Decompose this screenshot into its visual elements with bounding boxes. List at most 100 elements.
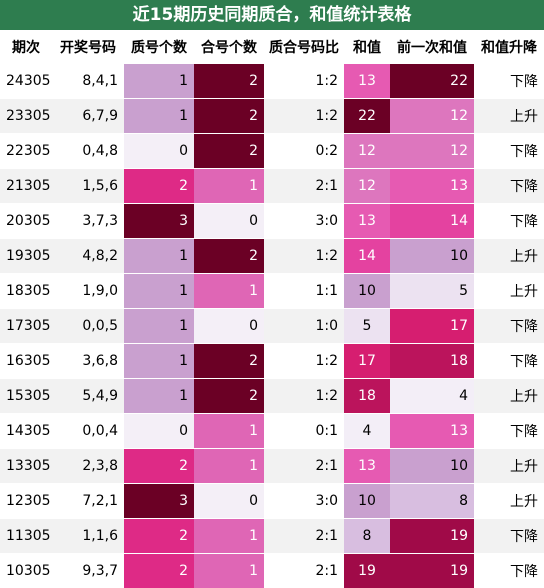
cell-composite-count: 1 (194, 519, 264, 554)
cell-ratio: 2:1 (264, 169, 344, 204)
cell-prime-count: 2 (124, 169, 194, 204)
cell-prev-sum: 10 (390, 449, 474, 484)
cell-prev-sum: 12 (390, 134, 474, 169)
cell-prime-count: 1 (124, 274, 194, 309)
cell-numbers: 1,9,0 (52, 274, 124, 309)
cell-sum: 12 (344, 134, 390, 169)
cell-composite-count: 0 (194, 309, 264, 344)
cell-composite-count: 2 (194, 99, 264, 134)
header-prime-count: 质号个数 (124, 30, 194, 64)
cell-period: 13305 (0, 449, 52, 484)
header-ratio: 质合号码比 (264, 30, 344, 64)
cell-sum: 13 (344, 449, 390, 484)
cell-prev-sum: 13 (390, 169, 474, 204)
cell-composite-count: 0 (194, 484, 264, 519)
cell-prev-sum: 13 (390, 414, 474, 449)
header-period: 期次 (0, 30, 52, 64)
cell-period: 22305 (0, 134, 52, 169)
cell-period: 14305 (0, 414, 52, 449)
cell-ratio: 0:2 (264, 134, 344, 169)
cell-numbers: 5,4,9 (52, 379, 124, 414)
cell-period: 23305 (0, 99, 52, 134)
cell-trend: 下降 (474, 414, 544, 449)
cell-trend: 上升 (474, 239, 544, 274)
cell-trend: 下降 (474, 554, 544, 588)
cell-composite-count: 1 (194, 449, 264, 484)
cell-prev-sum: 17 (390, 309, 474, 344)
cell-sum: 8 (344, 519, 390, 554)
cell-trend: 下降 (474, 344, 544, 379)
cell-prime-count: 2 (124, 519, 194, 554)
cell-prev-sum: 8 (390, 484, 474, 519)
cell-composite-count: 1 (194, 169, 264, 204)
cell-period: 11305 (0, 519, 52, 554)
cell-sum: 18 (344, 379, 390, 414)
cell-prev-sum: 12 (390, 99, 474, 134)
cell-composite-count: 2 (194, 64, 264, 99)
cell-sum: 4 (344, 414, 390, 449)
cell-prime-count: 1 (124, 99, 194, 134)
cell-composite-count: 2 (194, 379, 264, 414)
cell-composite-count: 1 (194, 274, 264, 309)
header-composite-count: 合号个数 (194, 30, 264, 64)
cell-sum: 22 (344, 99, 390, 134)
cell-prime-count: 2 (124, 449, 194, 484)
cell-prev-sum: 18 (390, 344, 474, 379)
cell-numbers: 0,0,5 (52, 309, 124, 344)
cell-ratio: 3:0 (264, 204, 344, 239)
cell-prime-count: 1 (124, 344, 194, 379)
cell-composite-count: 0 (194, 204, 264, 239)
cell-sum: 13 (344, 64, 390, 99)
cell-composite-count: 2 (194, 134, 264, 169)
cell-prev-sum: 5 (390, 274, 474, 309)
cell-ratio: 2:1 (264, 554, 344, 588)
cell-prime-count: 1 (124, 309, 194, 344)
cell-numbers: 9,3,7 (52, 554, 124, 588)
cell-prev-sum: 19 (390, 554, 474, 588)
cell-ratio: 1:2 (264, 239, 344, 274)
cell-prime-count: 3 (124, 484, 194, 519)
cell-trend: 上升 (474, 99, 544, 134)
cell-ratio: 1:2 (264, 64, 344, 99)
cell-ratio: 1:0 (264, 309, 344, 344)
header-numbers: 开奖号码 (52, 30, 124, 64)
cell-period: 20305 (0, 204, 52, 239)
cell-numbers: 6,7,9 (52, 99, 124, 134)
cell-period: 21305 (0, 169, 52, 204)
cell-composite-count: 2 (194, 344, 264, 379)
cell-prime-count: 0 (124, 134, 194, 169)
cell-prime-count: 1 (124, 64, 194, 99)
cell-prime-count: 2 (124, 554, 194, 588)
cell-sum: 10 (344, 484, 390, 519)
header-sum: 和值 (344, 30, 390, 64)
cell-numbers: 0,0,4 (52, 414, 124, 449)
cell-prime-count: 1 (124, 379, 194, 414)
cell-prime-count: 0 (124, 414, 194, 449)
cell-composite-count: 1 (194, 414, 264, 449)
header-trend: 和值升降 (474, 30, 544, 64)
cell-period: 19305 (0, 239, 52, 274)
cell-period: 17305 (0, 309, 52, 344)
cell-numbers: 7,2,1 (52, 484, 124, 519)
cell-prime-count: 1 (124, 239, 194, 274)
cell-prev-sum: 19 (390, 519, 474, 554)
header-row: 期次 开奖号码 质号个数 合号个数 质合号码比 和值 前一次和值 和值升降 (0, 30, 544, 64)
cell-numbers: 4,8,2 (52, 239, 124, 274)
cell-numbers: 8,4,1 (52, 64, 124, 99)
cell-ratio: 1:2 (264, 344, 344, 379)
table-title: 近15期历史同期质合，和值统计表格 (0, 0, 544, 30)
cell-numbers: 3,7,3 (52, 204, 124, 239)
cell-period: 24305 (0, 64, 52, 99)
cell-trend: 下降 (474, 309, 544, 344)
cell-ratio: 2:1 (264, 519, 344, 554)
